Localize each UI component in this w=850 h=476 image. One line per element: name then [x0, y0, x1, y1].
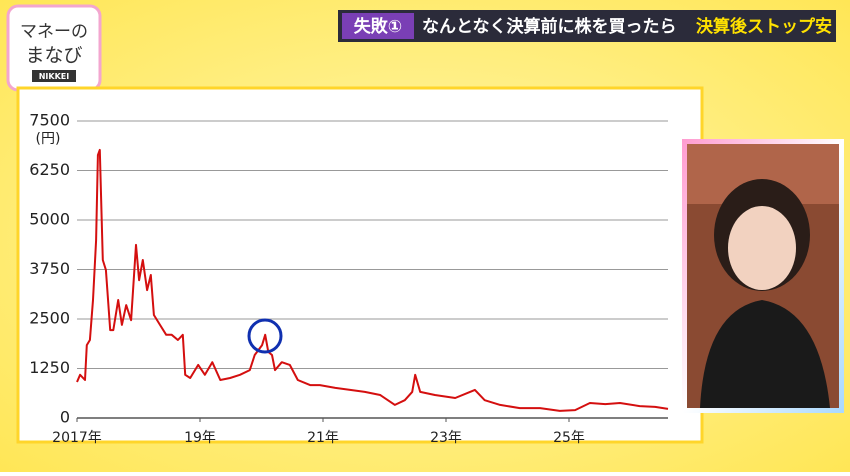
y-tick-label: 1250: [29, 358, 70, 377]
banner-tag: 失敗①: [354, 16, 402, 37]
logo-brand-box: [32, 70, 76, 82]
logo-brand: NIKKEI: [39, 72, 70, 81]
y-tick-label: 3750: [29, 259, 70, 278]
plot: 0 1250 2500 3750 5000 6250 7500(円) 2017年 19年 21年 2…: [29, 111, 669, 446]
photo: [682, 139, 844, 413]
x-tick-label: 23年: [430, 430, 462, 446]
banner-tag-bg: [342, 13, 414, 39]
x-tick-label: 19年: [184, 430, 216, 446]
banner-text: なんとなく決算前に株を買ったら: [422, 16, 677, 37]
logo-line1: マネーの: [20, 22, 88, 42]
logo: マネーの まなび NIKKEI: [6, 4, 102, 92]
y-unit: (円): [36, 131, 61, 147]
logo-line2: まなび: [25, 45, 82, 67]
photo-face: [728, 206, 796, 290]
banner-highlight: 決算後ストップ安: [696, 16, 832, 37]
banner: 失敗① なんとなく決算前に株を買ったら 決算後ストップ安: [338, 10, 836, 42]
chart-panel: [16, 86, 704, 444]
y-tick-label: 0: [60, 408, 70, 427]
highlight-circle: [247, 318, 283, 354]
price-line: [76, 148, 669, 412]
y-tick-label: 5000: [29, 210, 70, 229]
x-tick-label: 21年: [307, 430, 339, 446]
x-tick-label: 25年: [553, 430, 585, 446]
y-tick-label: 7500: [29, 111, 70, 130]
x-tick-label: 2017年: [52, 430, 102, 446]
y-tick-label: 2500: [29, 309, 70, 328]
banner-bg: [338, 10, 836, 42]
photo-body: [700, 300, 830, 408]
y-tick-label: 6250: [29, 160, 70, 179]
